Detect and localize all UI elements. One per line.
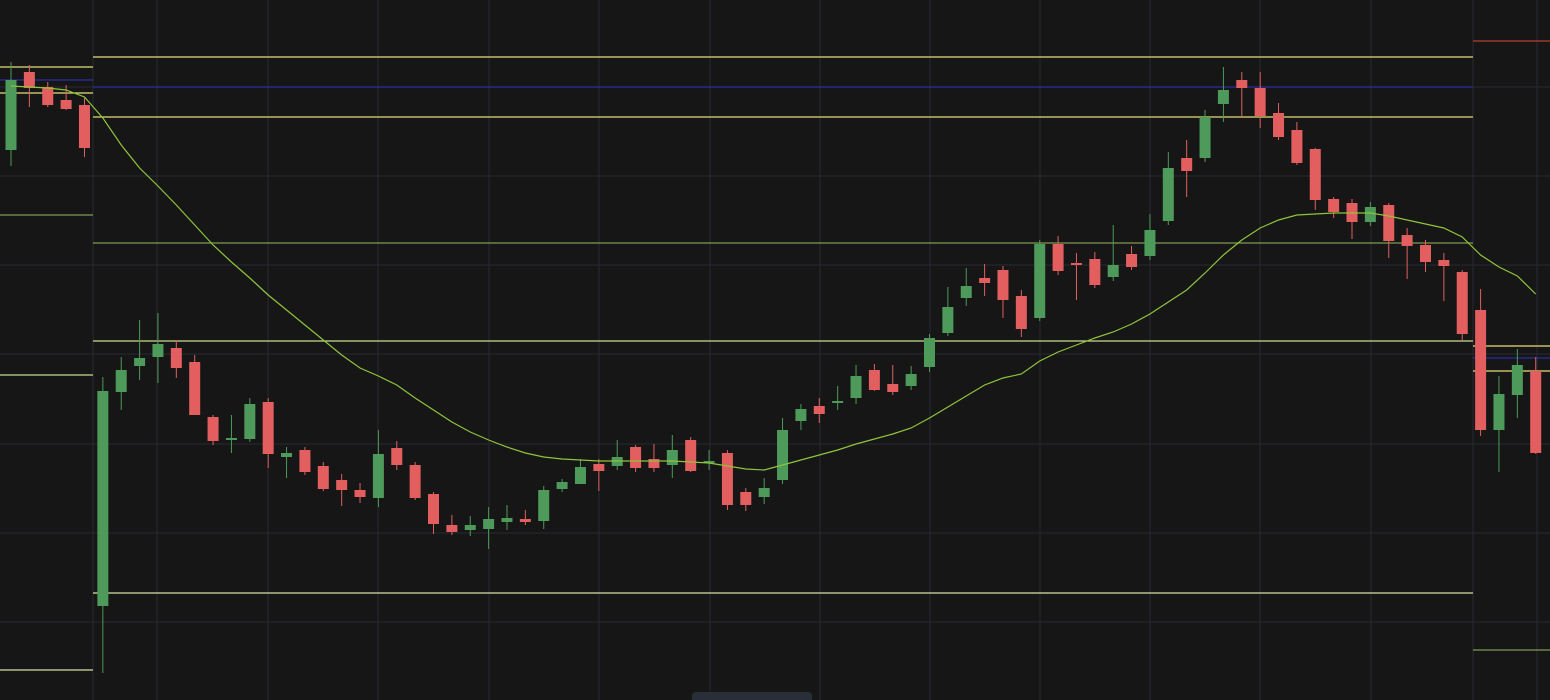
- candle-body: [1364, 207, 1376, 222]
- candle-body: [317, 466, 329, 489]
- candle-body: [60, 100, 72, 109]
- candle-body: [409, 465, 421, 498]
- candle-body: [446, 525, 458, 532]
- candle-body: [23, 72, 35, 88]
- candle-body: [556, 482, 568, 489]
- candle-body: [1309, 149, 1321, 200]
- candle-body: [501, 518, 513, 522]
- candle-body: [538, 490, 550, 521]
- candle-body: [354, 490, 366, 497]
- candle-body: [942, 307, 954, 333]
- candle-body: [1236, 80, 1248, 88]
- candle-body: [170, 348, 182, 368]
- candle-body: [1217, 90, 1229, 104]
- candle-body: [1328, 199, 1340, 212]
- candle-body: [685, 440, 697, 471]
- candle-body: [1199, 117, 1211, 158]
- candle-body: [795, 409, 807, 421]
- candle-body: [1291, 130, 1303, 163]
- candle-body: [464, 525, 476, 530]
- candle-body: [299, 450, 311, 472]
- candles: [5, 62, 1542, 673]
- candle-body: [593, 464, 605, 471]
- candle-body: [850, 376, 862, 398]
- candle-body: [1530, 371, 1542, 453]
- moving-average: [10, 85, 1537, 471]
- candle-body: [483, 519, 495, 529]
- candle-body: [648, 459, 660, 468]
- candle-body: [997, 270, 1009, 300]
- candle-body: [391, 448, 403, 465]
- candle-body: [336, 480, 348, 490]
- candle-body: [1181, 158, 1193, 171]
- candle-body: [1015, 296, 1027, 329]
- candle-body: [134, 358, 146, 366]
- candle-body: [979, 278, 991, 283]
- candle-body: [960, 286, 972, 298]
- candle-body: [813, 406, 825, 414]
- candle-body: [1511, 365, 1523, 395]
- candle-body: [262, 402, 274, 454]
- candle-body: [152, 344, 164, 357]
- candle-body: [1107, 265, 1119, 277]
- candle-body: [189, 362, 201, 415]
- candle-body: [905, 374, 917, 386]
- candle-body: [1475, 310, 1487, 430]
- candle-body: [924, 338, 935, 367]
- candle-body: [5, 80, 17, 150]
- candle-body: [777, 430, 789, 480]
- candle-body: [281, 453, 293, 457]
- candle-body: [574, 467, 586, 484]
- candle-body: [703, 461, 715, 463]
- candle-body: [1144, 230, 1156, 256]
- candle-body: [666, 450, 678, 465]
- candle-body: [1089, 259, 1101, 285]
- candle-body: [519, 519, 531, 522]
- candle-body: [758, 488, 770, 497]
- candle-body: [207, 417, 219, 441]
- candle-body: [630, 447, 642, 468]
- ma-line: [10, 85, 1537, 471]
- candle-body: [887, 384, 899, 392]
- candle-body: [225, 438, 237, 440]
- candle-body: [97, 391, 109, 606]
- candle-body: [78, 105, 90, 148]
- candle-body: [1493, 394, 1505, 430]
- candle-body: [868, 370, 880, 390]
- candle-body: [832, 401, 844, 403]
- candle-body: [1254, 88, 1266, 116]
- candle-body: [42, 87, 54, 105]
- candle-body: [372, 454, 384, 498]
- candle-body: [244, 404, 256, 439]
- candle-body: [1052, 244, 1064, 271]
- candle-body: [1162, 168, 1174, 221]
- candle-body: [721, 453, 733, 505]
- candle-body: [1419, 245, 1431, 262]
- candle-body: [428, 494, 440, 524]
- candle-body: [1034, 244, 1046, 318]
- candle-body: [1456, 272, 1468, 334]
- candle-body: [1126, 254, 1138, 267]
- bottom-tab[interactable]: [692, 692, 812, 700]
- candle-body: [1070, 263, 1082, 265]
- candle-body: [115, 370, 127, 392]
- candle-body: [1401, 235, 1413, 246]
- candle-body: [1383, 205, 1395, 241]
- candle-body: [1438, 260, 1450, 266]
- candle-body: [740, 492, 752, 505]
- candle-body: [1273, 113, 1285, 137]
